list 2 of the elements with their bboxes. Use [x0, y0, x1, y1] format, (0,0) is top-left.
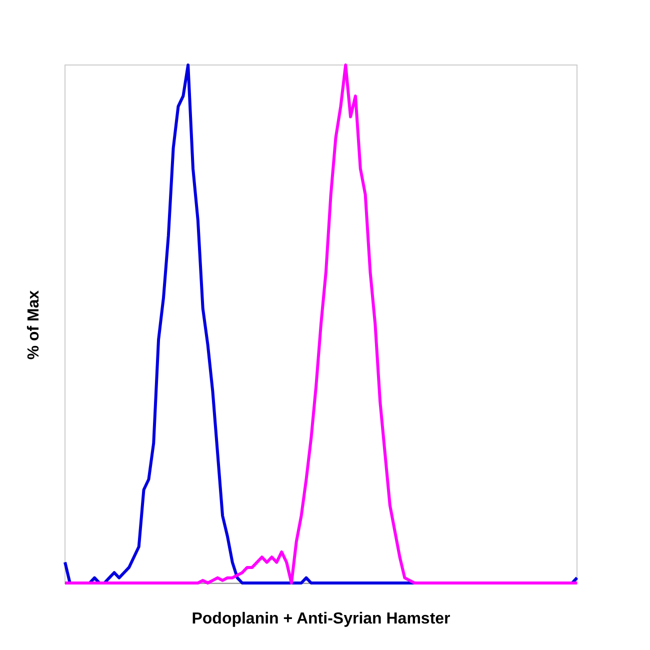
x-axis-title: Podoplanin + Anti-Syrian Hamster: [192, 610, 450, 628]
y-axis-title: % of Max: [26, 290, 42, 360]
